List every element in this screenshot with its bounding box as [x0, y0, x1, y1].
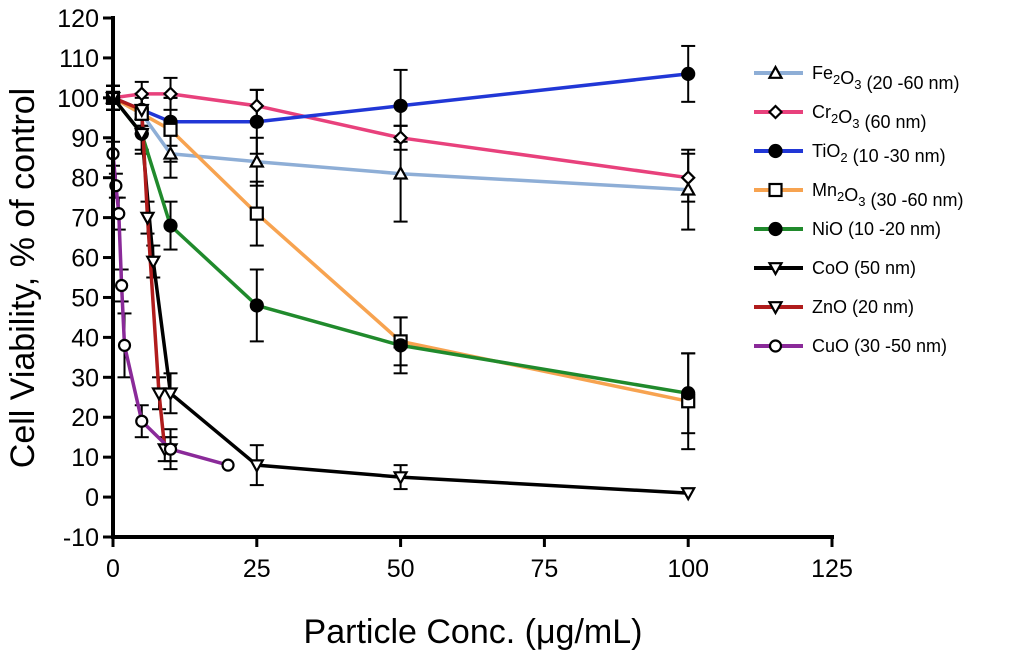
y-tick-label: 20	[71, 404, 99, 432]
y-tick-label: 70	[71, 205, 99, 233]
y-axis-title: Cell Viability, % of control	[4, 88, 42, 468]
point-coo	[145, 255, 162, 270]
point-zno	[133, 103, 150, 119]
y-tick-label: 90	[71, 125, 99, 153]
legend-item-nio: NiO (10 -20 nm)	[754, 219, 941, 239]
legend-marker-tio	[768, 143, 783, 159]
y-tick-label: 40	[71, 324, 99, 352]
legend-label-zno: ZnO (20 nm)	[812, 297, 914, 317]
y-tick-label: 0	[85, 484, 99, 512]
point-cuo	[135, 414, 149, 428]
legend-label-fe: Fe2O3 (20 -60 nm)	[812, 63, 960, 93]
point-nio	[393, 338, 408, 353]
point-cr	[162, 86, 179, 102]
x-tick-label: 75	[530, 555, 558, 583]
point-nio	[249, 298, 264, 313]
point-nio	[681, 386, 696, 401]
point-cr	[393, 130, 409, 146]
point-mn	[163, 122, 178, 137]
legend-label-coo: CoO (50 nm)	[812, 258, 916, 278]
legend-marker-coo	[767, 262, 784, 277]
y-tick-label: 60	[71, 245, 99, 273]
x-axis-title: Particle Conc. (μg/mL)	[304, 613, 643, 651]
x-tick-label: 125	[811, 555, 853, 583]
point-mn	[249, 206, 264, 221]
y-tick-label: 80	[71, 165, 99, 193]
point-coo	[162, 387, 179, 402]
point-fe	[680, 181, 697, 196]
legend-label-nio: NiO (10 -20 nm)	[812, 219, 941, 239]
legend-label-cuo: CuO (30 -50 nm)	[812, 336, 947, 356]
point-fe	[162, 145, 179, 160]
legend-item-zno: ZnO (20 nm)	[754, 297, 914, 317]
y-tick-label: -10	[63, 524, 99, 552]
point-tio	[393, 98, 408, 113]
legend-label-cr: Cr2O3 (60 nm)	[812, 102, 927, 132]
point-coo	[133, 127, 150, 143]
point-coo	[680, 487, 697, 502]
y-tick-label: 100	[57, 85, 99, 113]
point-cuo	[117, 338, 132, 352]
legend-item-cr: Cr2O3 (60 nm)	[754, 102, 927, 132]
legend-item-cuo: CuO (30 -50 nm)	[754, 336, 947, 356]
point-fe	[392, 165, 409, 180]
y-tick-label: 30	[71, 364, 99, 392]
point-cuo	[115, 278, 129, 293]
point-cr	[249, 98, 265, 114]
legend-label-tio: TiO2 (10 -30 nm)	[812, 141, 946, 166]
point-tio	[249, 114, 264, 129]
legend-marker-nio	[768, 221, 783, 237]
point-cr	[134, 86, 150, 102]
series-line-cuo	[111, 153, 229, 467]
point-nio	[163, 218, 178, 233]
legend-marker-fe	[767, 64, 784, 79]
x-tick-label: 0	[106, 555, 120, 583]
legend-marker-mn	[768, 182, 783, 198]
point-fe	[248, 153, 265, 168]
legend: Fe2O3 (20 -60 nm) Cr2O3 (60 nm) TiO2 (10 -…	[754, 63, 964, 356]
legend-item-mn: Mn2O3 (30 -60 nm)	[754, 180, 964, 210]
legend-item-coo: CoO (50 nm)	[754, 258, 916, 278]
data-points	[105, 66, 697, 502]
legend-marker-zno	[767, 301, 784, 316]
point-cuo	[221, 458, 235, 472]
point-coo	[248, 459, 265, 474]
x-tick-label: 50	[387, 555, 415, 583]
legend-marker-cr	[767, 104, 784, 120]
y-tick-label: 50	[71, 284, 99, 312]
legend-item-fe: Fe2O3 (20 -60 nm)	[754, 63, 960, 93]
legend-item-tio: TiO2 (10 -30 nm)	[754, 141, 946, 166]
point-zno	[151, 387, 167, 402]
point-coo	[392, 471, 409, 486]
x-tick-label: 25	[243, 555, 271, 583]
point-zno	[139, 211, 156, 226]
point-tio	[681, 66, 696, 81]
legend-label-mn: Mn2O3 (30 -60 nm)	[812, 180, 964, 210]
x-tick-label: 100	[667, 555, 709, 583]
y-tick-label: 10	[71, 444, 99, 472]
legend-marker-cuo	[768, 339, 783, 353]
y-tick-label: 120	[57, 5, 99, 33]
point-cuo	[163, 442, 178, 456]
y-tick-label: 110	[59, 45, 99, 73]
point-cr	[680, 170, 696, 186]
